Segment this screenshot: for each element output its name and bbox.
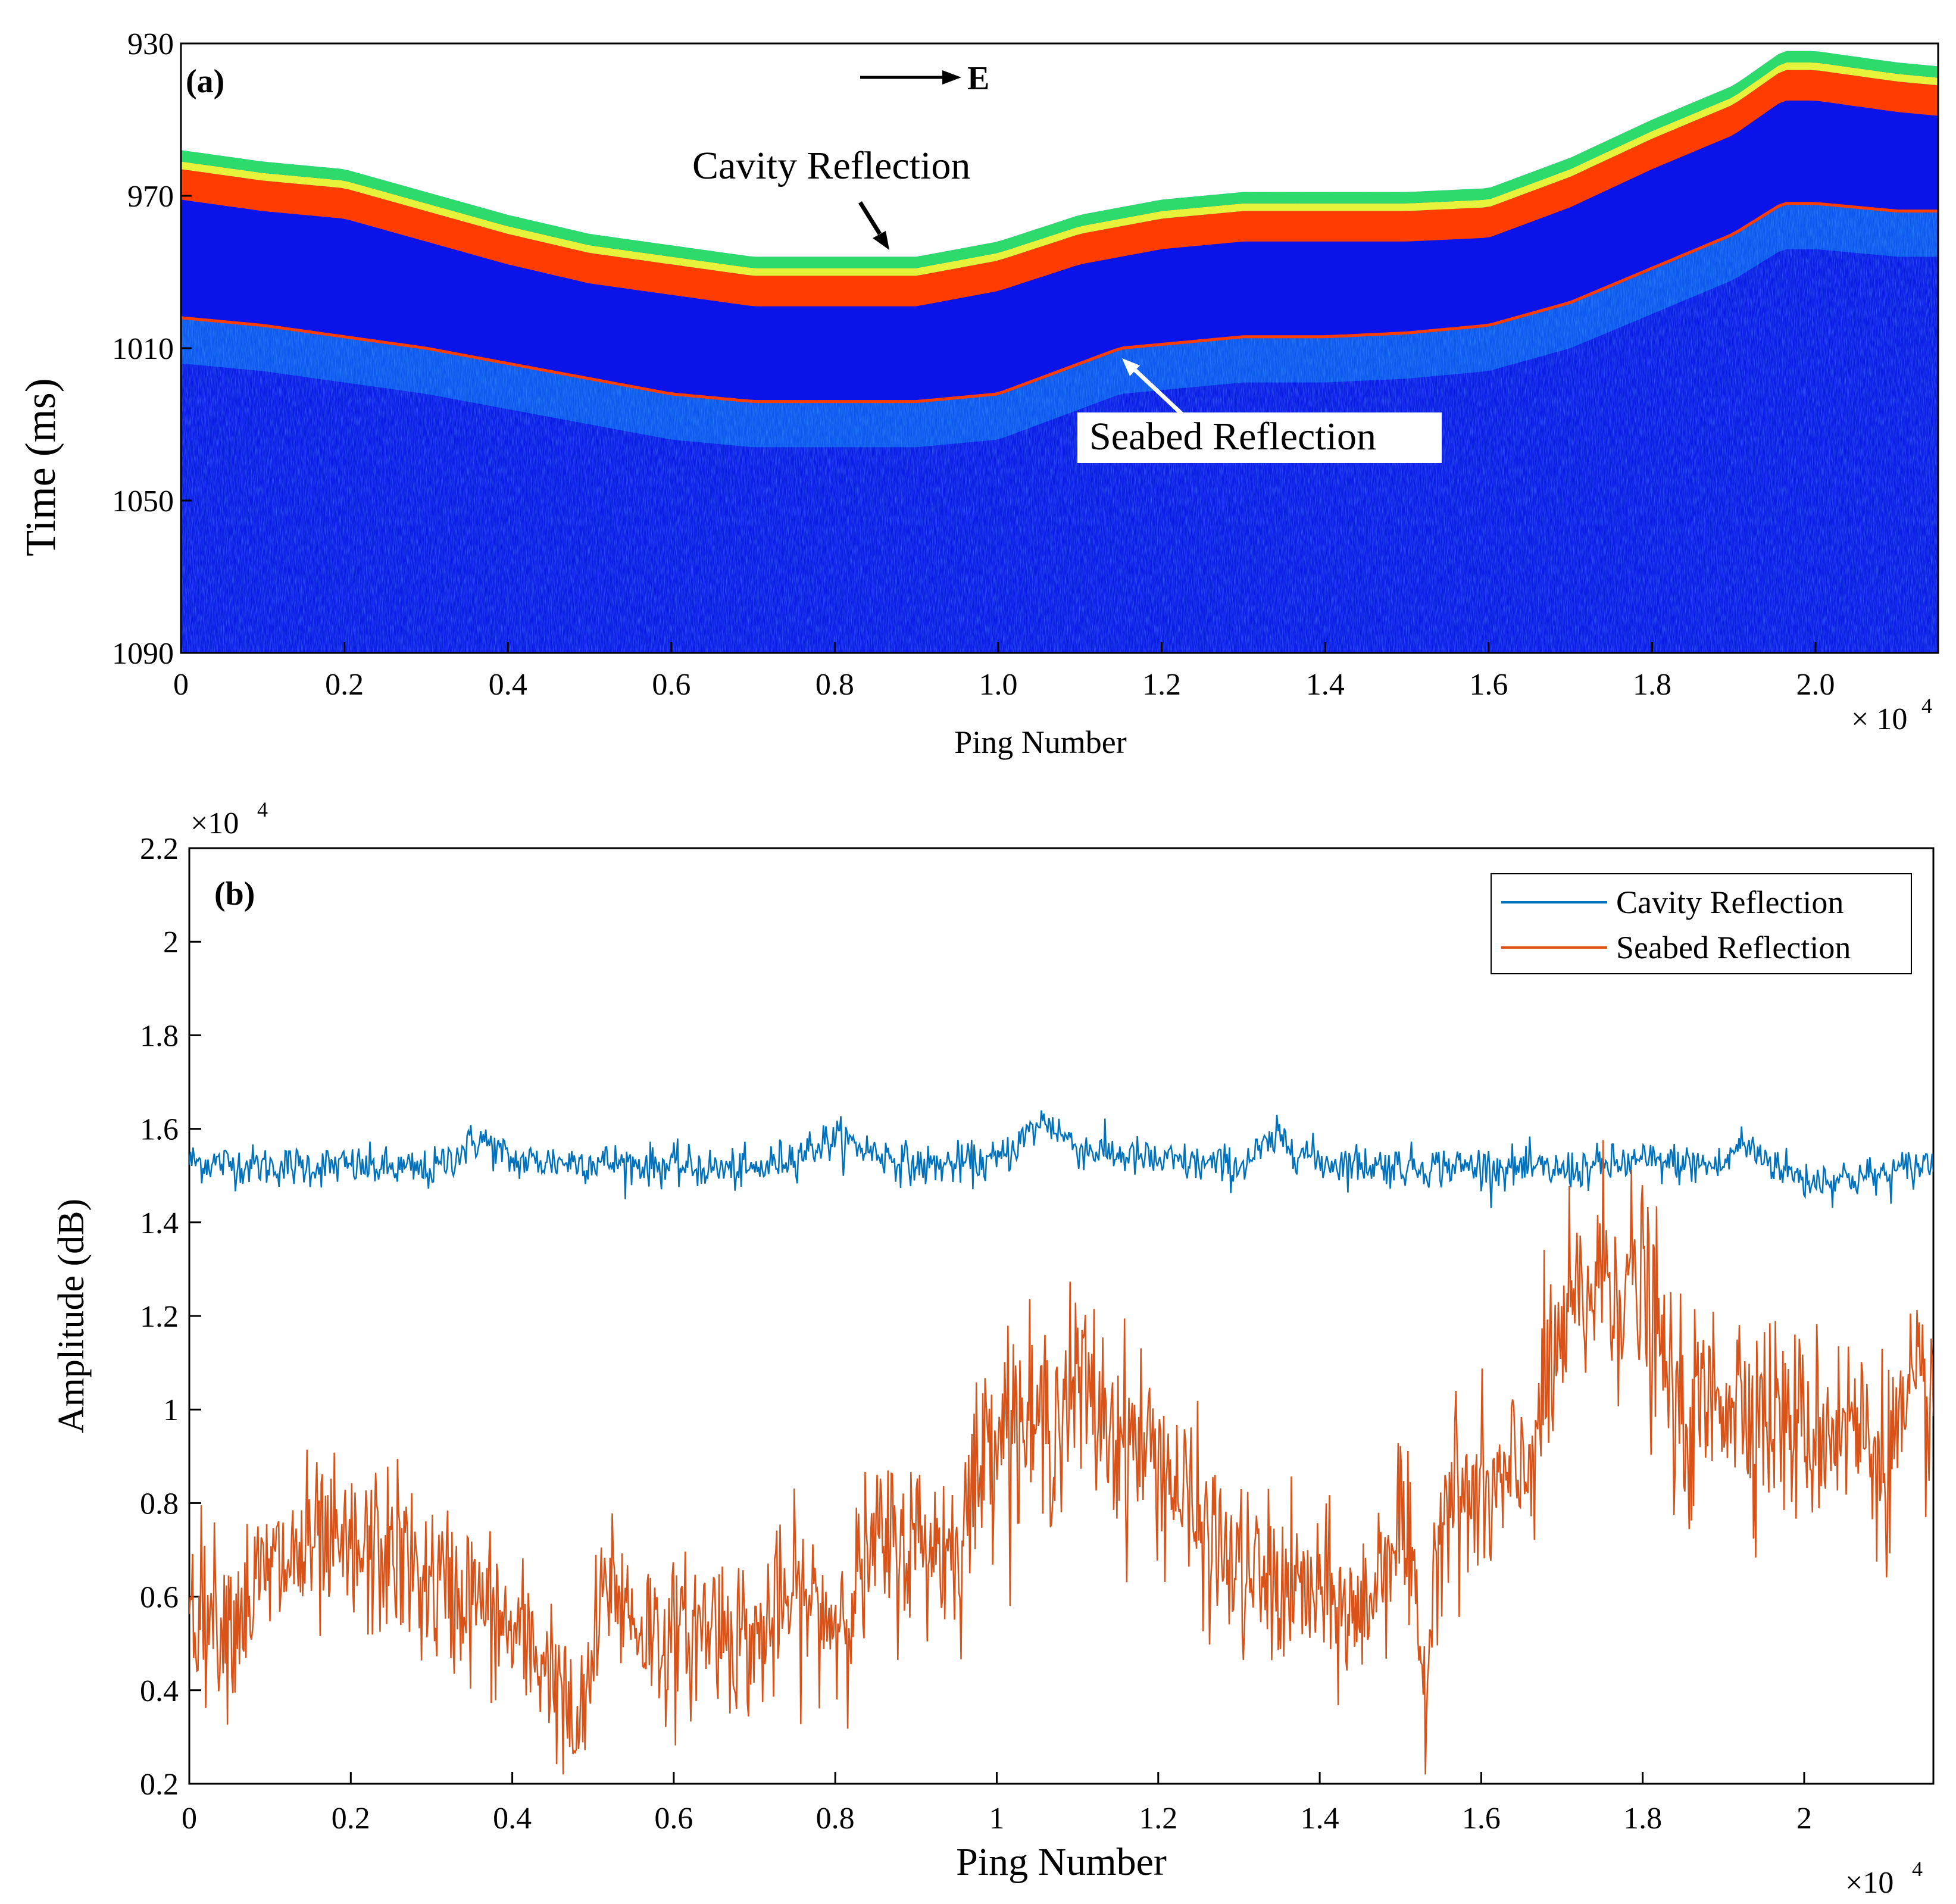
- cavity-reflection-inner-band: [181, 62, 1938, 276]
- x-tick-label: 1: [989, 1802, 1004, 1836]
- y-tick-label: 1: [163, 1393, 179, 1427]
- panel-a: 0 0.2 0.4 0.6 0.8 1.0 1.2 1.4 1.6 1.8 2.0 930 970 101…: [17, 27, 1939, 760]
- cavity-reflection-top-band: [181, 51, 1938, 268]
- x-tick-label: 1.2: [1139, 1802, 1177, 1836]
- x-tick-label: 1.6: [1462, 1802, 1501, 1836]
- legend: Cavity Reflection Seabed Reflection: [1491, 873, 1912, 974]
- x-multiplier-exponent: 4: [1921, 694, 1932, 718]
- y-axis-label: Amplitude (dB): [51, 1199, 92, 1433]
- x-multiplier: ×10: [1845, 1866, 1893, 1900]
- x-tick-label: 0.4: [493, 1802, 532, 1836]
- x-tick-label: 2.0: [1796, 668, 1835, 702]
- y-tick-label: 970: [127, 180, 174, 214]
- x-tick-label: 0.6: [652, 668, 690, 702]
- y-tick-label: 0.4: [140, 1674, 179, 1708]
- direction-label: E: [967, 60, 989, 97]
- y-tick-label: 0.8: [140, 1487, 179, 1521]
- x-tick-label: 0.6: [654, 1802, 693, 1836]
- annotation-seabed-reflection: Seabed Reflection: [1089, 415, 1376, 458]
- series-line-cavity-reflection: [189, 1110, 1933, 1209]
- x-tick-label: 1.4: [1301, 1802, 1339, 1836]
- y-tick-label: 1.6: [140, 1113, 179, 1147]
- y-tick-label: 1.8: [140, 1019, 179, 1053]
- x-tick-label: 1.2: [1142, 668, 1181, 702]
- no-data-region: [181, 43, 1938, 257]
- y-axis-label: Time (ms): [17, 378, 64, 556]
- x-tick-label: 1.8: [1623, 1802, 1662, 1836]
- x-tick-label: 2: [1796, 1802, 1812, 1836]
- panel-label: (b): [214, 876, 255, 912]
- x-tick-label: 1.0: [979, 668, 1018, 702]
- sub-bottom-sediment-band: [181, 203, 1938, 448]
- y-tick-label: 930: [127, 27, 174, 61]
- x-tick-label: 0.2: [332, 1802, 370, 1836]
- x-tick-label: 0.4: [489, 668, 527, 702]
- x-tick-label: 0: [182, 1802, 197, 1836]
- cavity-reflection-band: [181, 70, 1938, 307]
- x-multiplier-exponent: 4: [1912, 1857, 1923, 1881]
- y-tick-label: 0.6: [140, 1581, 179, 1615]
- y-tick-label: 1090: [112, 637, 174, 671]
- annotation-cavity-reflection: Cavity Reflection: [692, 144, 970, 187]
- panel-label: (a): [186, 63, 224, 100]
- x-multiplier: × 10: [1851, 702, 1907, 736]
- annotation-box: [1077, 412, 1442, 463]
- direction-arrow-icon: [860, 70, 961, 85]
- y-tick-label: 1.2: [140, 1300, 179, 1334]
- y-tick-label: 0.2: [140, 1768, 179, 1802]
- x-axis-label: Ping Number: [956, 1840, 1167, 1884]
- y-multiplier-exponent: 4: [257, 798, 268, 821]
- y-tick-label: 1.4: [140, 1206, 179, 1240]
- plot-frame: [188, 847, 1935, 1785]
- panel-b: 0 0.2 0.4 0.6 0.8 1 1.2 1.4 1.6 1.8 20.20.40.60.81…: [51, 798, 1935, 1900]
- seabed-reflection-line: [181, 202, 1938, 404]
- y-tick-label: 2: [163, 926, 179, 959]
- y-tick-label: 1010: [112, 332, 174, 366]
- x-tick-label: 0.2: [325, 668, 364, 702]
- legend-label-cavity-reflection: Cavity Reflection: [1616, 884, 1843, 920]
- x-axis-label: Ping Number: [954, 724, 1127, 760]
- x-tick-label: 0: [173, 668, 189, 702]
- y-multiplier: ×10: [190, 806, 239, 840]
- x-tick-label: 1.4: [1306, 668, 1345, 702]
- x-tick-label: 1.6: [1469, 668, 1508, 702]
- x-tick-label: 0.8: [815, 668, 854, 702]
- y-tick-label: 2.2: [140, 832, 179, 866]
- x-tick-label: 0.8: [816, 1802, 855, 1836]
- y-tick-label: 1050: [112, 484, 174, 518]
- x-tick-label: 1.8: [1633, 668, 1671, 702]
- legend-box: [1491, 873, 1912, 974]
- annotation-arrow-white-icon: [1122, 358, 1183, 415]
- legend-label-seabed-reflection: Seabed Reflection: [1616, 930, 1851, 965]
- annotation-arrow-icon: [858, 201, 889, 250]
- series-line-seabed-reflection: [189, 1140, 1933, 1775]
